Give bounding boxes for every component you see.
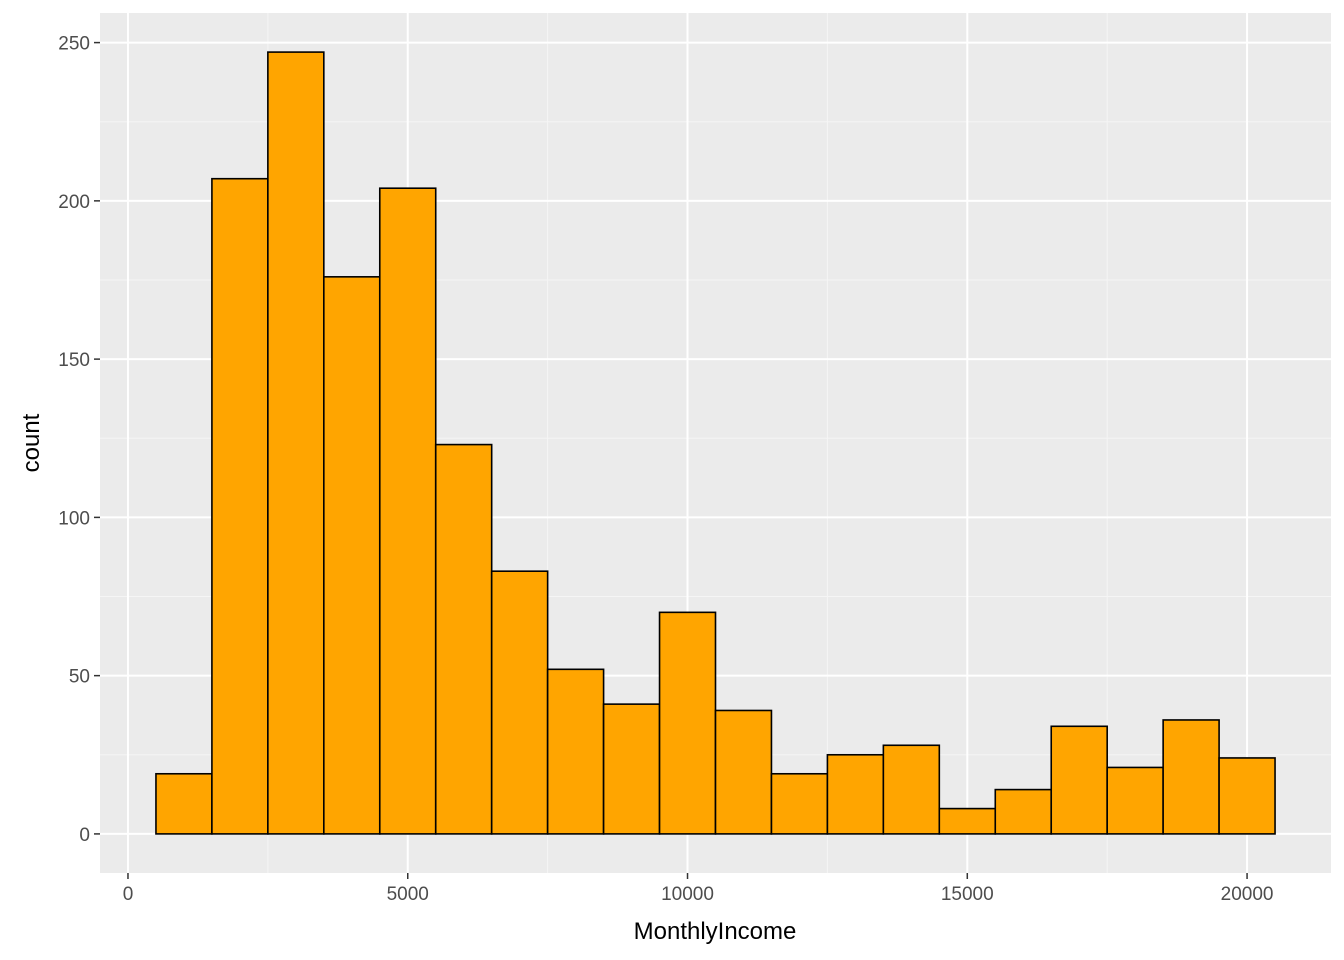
histogram-bar	[434, 443, 493, 835]
x-tick-label: 10000	[661, 884, 714, 905]
x-axis-ticks: 0 5000 10000 15000 20000	[123, 873, 1274, 905]
histogram-bar	[211, 177, 269, 835]
y-tick-label: 50	[69, 667, 90, 688]
x-axis-title: MonthlyIncome	[634, 918, 797, 945]
histogram-bar	[490, 570, 549, 835]
histogram-bar	[155, 772, 213, 835]
y-tick-label: 200	[58, 192, 90, 213]
histogram-bar	[267, 51, 325, 835]
histogram-bar	[658, 611, 717, 835]
x-tick-label: 0	[123, 884, 134, 905]
y-axis-title: count	[18, 413, 45, 472]
y-tick-label: 0	[79, 825, 90, 846]
y-axis-ticks: 0 50 100 150 200 250	[58, 34, 100, 846]
histogram-bar	[323, 276, 381, 835]
histogram-bars	[155, 51, 1276, 835]
histogram-bar	[882, 744, 941, 835]
histogram-bar	[1106, 766, 1164, 835]
histogram-bar	[1218, 757, 1276, 835]
histogram-bar	[546, 668, 605, 835]
histogram-bar	[938, 807, 997, 835]
x-tick-label: 20000	[1221, 884, 1274, 905]
histogram-bar	[378, 187, 437, 835]
x-tick-label: 5000	[387, 884, 429, 905]
y-tick-label: 150	[58, 350, 90, 371]
y-tick-label: 100	[58, 508, 90, 529]
histogram-bar	[994, 788, 1053, 835]
histogram-bar	[602, 703, 661, 835]
histogram-bar	[1050, 725, 1108, 835]
y-tick-label: 250	[58, 34, 90, 55]
x-tick-label: 15000	[941, 884, 994, 905]
histogram-bar	[770, 772, 829, 835]
histogram-bar	[826, 753, 885, 835]
histogram-bar	[1162, 719, 1220, 835]
histogram-bar	[714, 709, 773, 835]
